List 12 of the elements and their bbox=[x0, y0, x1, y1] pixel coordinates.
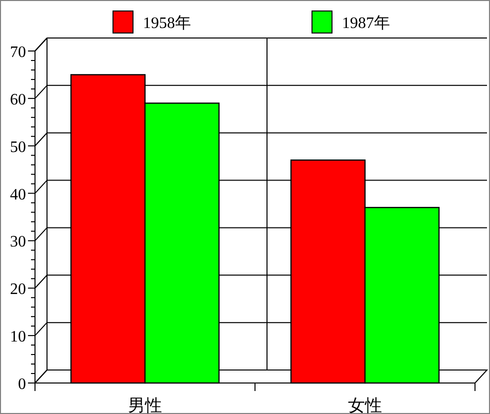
y-tick-label: 60 bbox=[10, 91, 26, 108]
y-tick-label: 70 bbox=[10, 44, 26, 61]
legend-label: 1987年 bbox=[342, 15, 390, 32]
y-tick-label: 20 bbox=[10, 281, 26, 298]
x-tick-label: 女性 bbox=[348, 396, 382, 414]
y-tick-label: 0 bbox=[18, 376, 26, 393]
x-tick-label: 男性 bbox=[128, 396, 162, 414]
y-tick-label: 30 bbox=[10, 234, 26, 251]
y-tick-label: 10 bbox=[10, 328, 26, 346]
y-tick-label: 40 bbox=[10, 186, 26, 204]
y-tick-label: 50 bbox=[10, 138, 26, 156]
legend-label: 1958年 bbox=[143, 15, 191, 32]
